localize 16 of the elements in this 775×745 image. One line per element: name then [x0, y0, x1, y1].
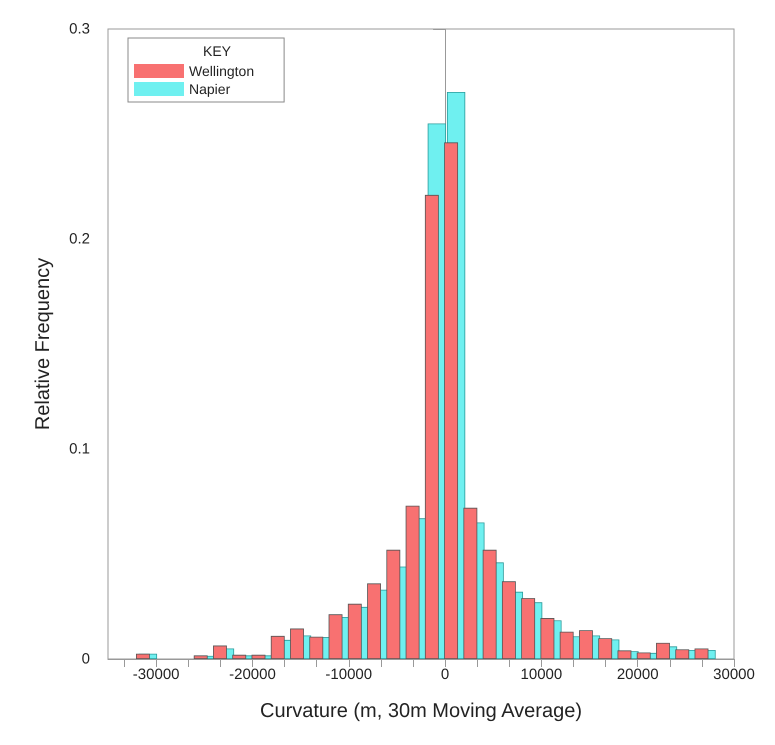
x-tick-label: -10000: [325, 666, 372, 683]
legend-label: Napier: [189, 81, 231, 97]
legend-label: Wellington: [189, 63, 254, 79]
y-tick-label: 0: [82, 650, 90, 668]
y-axis-title: Relative Frequency: [32, 258, 54, 430]
x-tick-label: -30000: [132, 666, 180, 683]
y-tick-label: 0.2: [69, 230, 90, 248]
x-tick-label: 20000: [616, 666, 659, 683]
x-axis-title: Curvature (m, 30m Moving Average): [260, 700, 582, 722]
legend-title: KEY: [203, 43, 232, 59]
x-tick-label: -20000: [229, 666, 276, 683]
x-tick-label: 10000: [520, 666, 562, 683]
y-tick-label: 0.3: [69, 20, 90, 38]
x-tick-label: 30000: [713, 666, 755, 683]
y-tick-label: 0.1: [69, 440, 90, 458]
x-tick-label: 0: [440, 666, 450, 683]
